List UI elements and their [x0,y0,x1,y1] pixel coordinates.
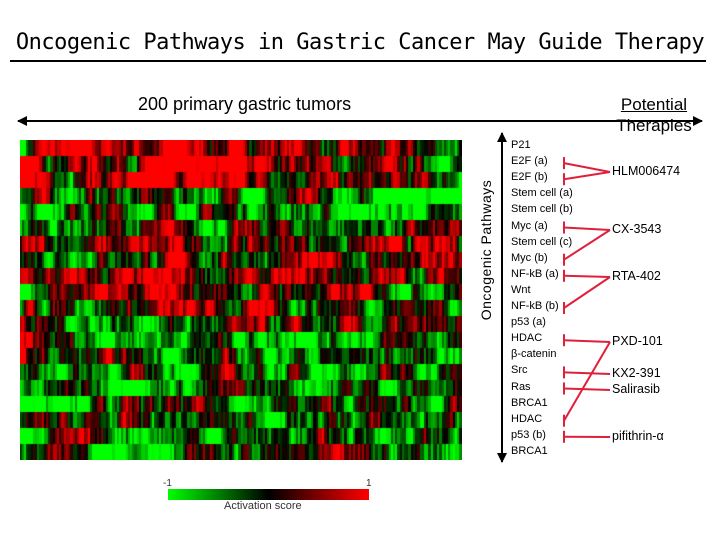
inhibitor-line [563,171,611,181]
pathway-label: E2F (b) [511,171,548,184]
pathway-label: NF-kB (b) [511,300,559,312]
pathway-label: Wnt [511,283,531,296]
pathway-label: Stem cell (b) [511,203,573,216]
inhibitor-line [563,387,611,391]
inhibitor-line [563,162,611,173]
scale-min-label: -1 [163,478,172,489]
pathway-label: Stem cell (a) [511,187,573,200]
slide-title: Oncogenic Pathways in Gastric Cancer May… [15,30,705,55]
inhibitor-line [563,371,611,375]
scale-caption: Activation score [224,500,302,512]
pathway-label: β-catenin [511,348,557,361]
pathway-label: Stem cell (c) [511,235,573,248]
pathway-label: P21 [511,139,531,151]
therapy-label: pifithrin-α [612,429,664,443]
pathway-label: BRCA1 [511,396,548,409]
pathway-label: Ras [511,380,531,393]
inhibitor-line [563,341,611,422]
scale-max-label: 1 [366,478,372,489]
pathway-label: HDAC [511,412,543,425]
therapies-header-line1: Potential [620,95,688,114]
title-underline [10,60,706,62]
pathway-label: Myc (b) [511,251,548,264]
therapy-label: PXD-101 [612,334,663,348]
inhibitor-line [563,276,611,309]
pathway-label: HDAC [511,332,543,345]
inhibitor-line [563,274,611,278]
pathway-label: NF-kB (a) [511,267,559,280]
therapy-label: Salirasib [612,382,660,396]
inhibitor-line [563,339,611,343]
pathway-label: p53 (a) [511,316,546,329]
inhibitor-line [563,226,611,231]
pathway-label: Src [511,364,528,377]
cohort-label: 200 primary gastric tumors [138,94,352,114]
pathway-label: BRCA1 [511,444,548,457]
activation-scale-bar [168,489,369,500]
pathway-label: Myc (a) [511,219,548,232]
therapy-label: KX2-391 [612,366,661,380]
therapy-label: CX-3543 [612,222,662,236]
activation-heatmap [20,140,462,460]
therapy-label: HLM006474 [612,164,681,178]
inhibitor-lines [563,157,611,443]
therapy-label: RTA-402 [612,269,661,283]
pathway-label: E2F (a) [511,155,548,168]
pathway-label: p53 (b) [511,428,546,441]
inhibitor-line [563,229,611,261]
